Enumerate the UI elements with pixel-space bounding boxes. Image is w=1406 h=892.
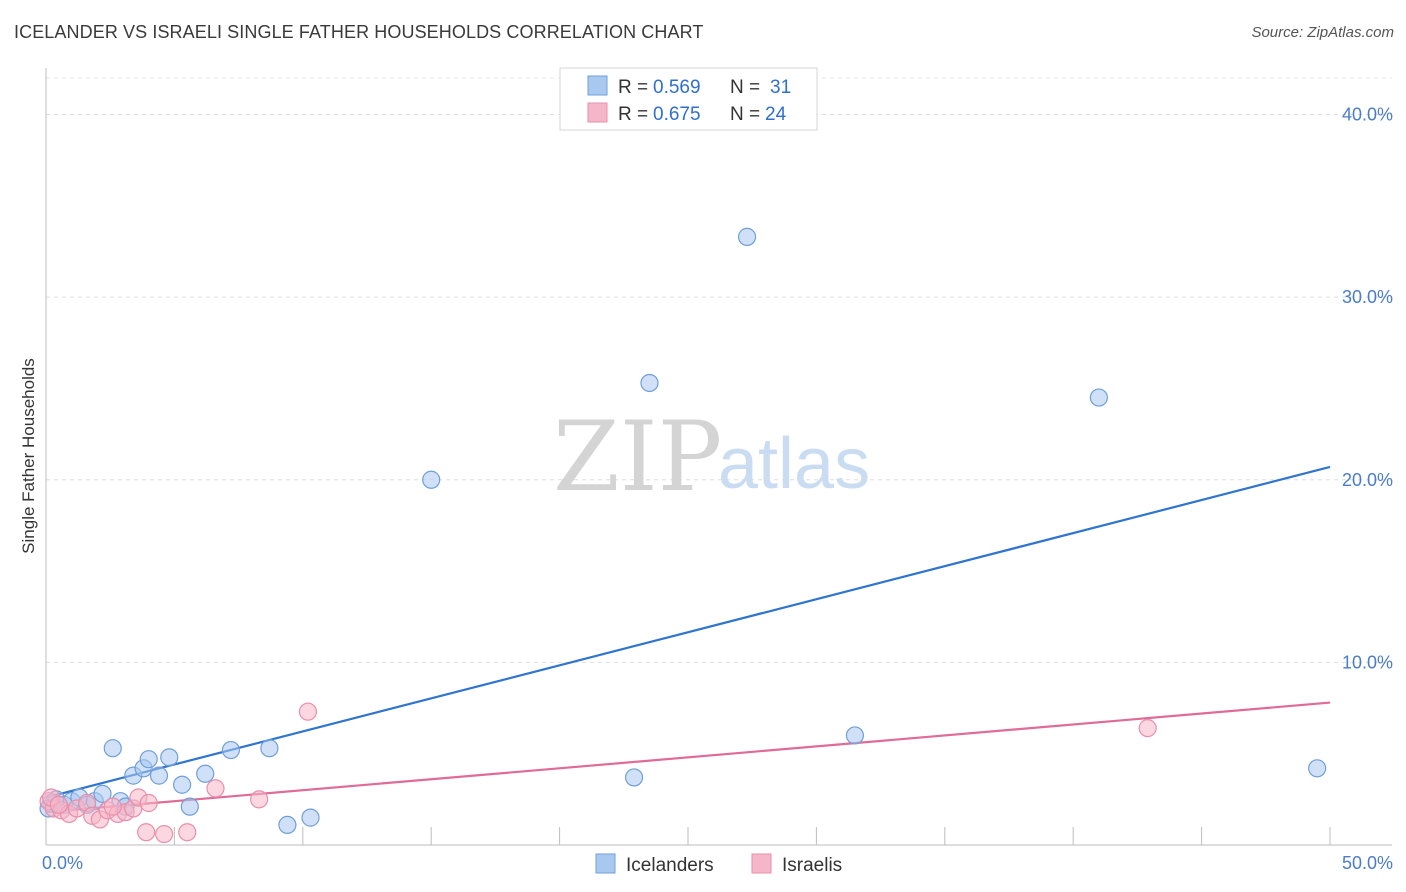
legend-n-value: 31 xyxy=(770,77,791,98)
legend-swatch-israelis xyxy=(587,102,608,123)
data-points xyxy=(39,227,1327,844)
data-point-icelanders xyxy=(278,815,297,835)
data-point-israelis xyxy=(1138,719,1157,738)
data-point-icelanders xyxy=(624,768,644,787)
legend-n-label: N = xyxy=(730,77,760,98)
data-point-israelis xyxy=(206,779,225,798)
x-tick-label: 50.0% xyxy=(1342,853,1393,873)
data-point-israelis xyxy=(250,790,269,809)
trend-line-icelanders xyxy=(45,465,1331,799)
x-tick-label: 0.0% xyxy=(42,853,83,873)
data-point-icelanders xyxy=(149,766,169,785)
watermark-zip: ZIP xyxy=(553,401,722,513)
data-point-icelanders xyxy=(139,750,158,769)
data-point-israelis xyxy=(103,797,122,816)
y-tick-label: 30.0% xyxy=(1342,287,1393,307)
chart-title: ICELANDER VS ISRAELI SINGLE FATHER HOUSE… xyxy=(14,22,704,42)
data-point-icelanders xyxy=(640,373,659,393)
source-credit: Source: ZipAtlas.com xyxy=(1251,24,1394,41)
y-tick-labels: 10.0% 20.0% 30.0% 40.0% xyxy=(1342,105,1393,673)
y-axis-label: Single Father Households xyxy=(19,358,38,554)
y-tick-label: 10.0% xyxy=(1342,652,1393,672)
data-point-icelanders xyxy=(1308,759,1327,778)
legend-swatch-icelanders xyxy=(587,75,608,96)
data-point-icelanders xyxy=(422,470,441,489)
stats-legend: R = 0.569 N = 31 R = 0.675 N = 24 xyxy=(559,67,818,131)
data-point-icelanders xyxy=(103,739,122,758)
watermark: ZIP atlas xyxy=(553,401,870,513)
data-point-icelanders xyxy=(196,764,215,783)
data-point-icelanders xyxy=(93,784,112,803)
series-legend-label-israelis: Israelis xyxy=(782,855,842,876)
grid-lines xyxy=(46,77,1392,663)
legend-n-value: 24 xyxy=(765,104,787,125)
legend-n-label: N = xyxy=(730,104,760,125)
data-point-icelanders xyxy=(845,726,865,745)
legend-r-value: 0.675 xyxy=(653,104,701,125)
data-point-icelanders xyxy=(160,748,179,767)
series-legend-swatch-israelis xyxy=(751,853,772,874)
data-point-icelanders xyxy=(737,227,757,246)
legend-r-value: 0.569 xyxy=(653,77,701,98)
legend-r-label: R = xyxy=(618,104,648,125)
data-point-icelanders xyxy=(221,740,240,760)
data-point-icelanders xyxy=(173,775,192,794)
trend-line-israelis xyxy=(45,701,1331,814)
series-legend-label-icelanders: Icelanders xyxy=(626,855,714,876)
data-point-israelis xyxy=(155,824,174,844)
series-legend-swatch-icelanders xyxy=(595,853,616,874)
legend-r-label: R = xyxy=(618,77,648,98)
trend-lines xyxy=(45,465,1331,814)
data-point-icelanders xyxy=(301,808,320,827)
y-tick-label: 40.0% xyxy=(1342,105,1393,125)
data-point-israelis xyxy=(178,823,197,842)
y-tick-label: 20.0% xyxy=(1342,470,1393,490)
data-point-icelanders xyxy=(1089,388,1108,407)
data-point-israelis xyxy=(49,795,68,814)
data-point-icelanders xyxy=(260,739,279,758)
x-tick-labels: 0.0% 50.0% xyxy=(42,853,1393,873)
series-legend: Icelanders Israelis xyxy=(595,853,842,876)
axes xyxy=(45,68,1392,846)
data-point-icelanders xyxy=(180,797,199,816)
watermark-atlas: atlas xyxy=(718,424,870,504)
data-point-israelis xyxy=(298,702,318,721)
data-point-israelis xyxy=(139,793,158,813)
data-point-israelis xyxy=(137,823,156,842)
